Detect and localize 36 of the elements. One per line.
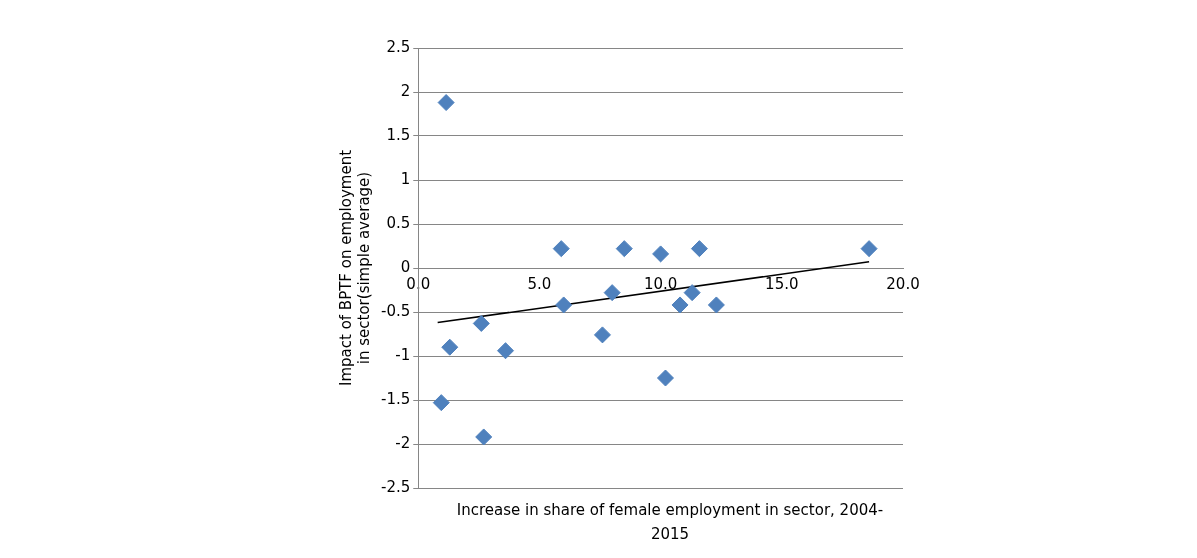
- x-tick-label: 0.0: [406, 274, 431, 293]
- point: [475, 428, 493, 446]
- point: [860, 240, 878, 258]
- point: [707, 296, 725, 314]
- x-tick-label: 5.0: [527, 274, 552, 293]
- point: [555, 296, 573, 314]
- y-tick-label: -0.5: [380, 301, 411, 320]
- point: [683, 284, 701, 302]
- point: [432, 394, 450, 412]
- y-tick-label: 1: [400, 169, 411, 188]
- point: [593, 326, 611, 344]
- y-tick-label: -1.5: [380, 389, 411, 408]
- y-tick-label: -2: [395, 433, 411, 452]
- point: [437, 94, 455, 112]
- point: [690, 240, 708, 258]
- point: [472, 314, 490, 332]
- x-axis-title: Increase in share of female employment in sector, 2004-2015: [455, 500, 885, 545]
- y-axis-title: Impact of BPTF on employment in sector(simple average): [336, 149, 373, 387]
- y-tick-label: -1: [395, 345, 411, 364]
- point: [441, 338, 459, 356]
- y-tick-label: 1.5: [386, 125, 411, 144]
- y-tick-label: 0.5: [386, 213, 411, 232]
- x-tick-label: 15.0: [765, 274, 799, 293]
- point: [552, 240, 570, 258]
- point: [671, 296, 689, 314]
- x-tick-label: 20.0: [886, 274, 920, 293]
- x-tick-label: 10.0: [643, 274, 678, 293]
- y-tick-label: 2.5: [386, 37, 411, 56]
- point: [656, 369, 674, 387]
- point: [603, 284, 621, 302]
- y-tick-label: 0: [400, 257, 411, 276]
- point: [652, 245, 670, 263]
- point: [497, 342, 515, 360]
- y-tick-label: -2.5: [380, 477, 411, 496]
- point: [615, 240, 633, 258]
- y-tick-label: 2: [400, 81, 411, 100]
